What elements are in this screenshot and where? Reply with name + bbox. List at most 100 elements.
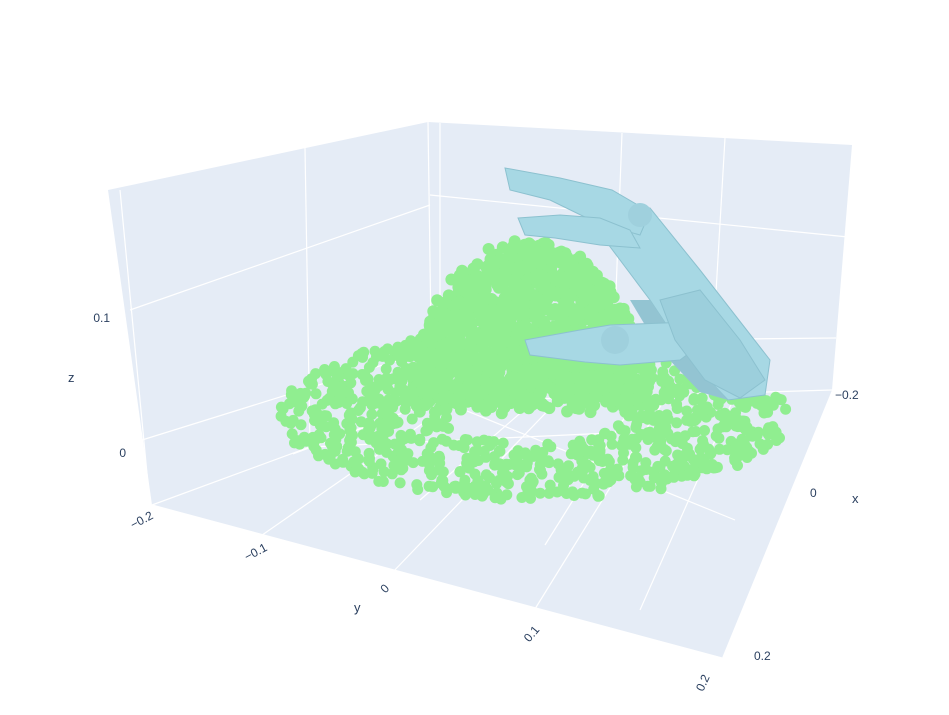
cloud-point [511,329,523,342]
cloud-point [525,492,536,504]
cloud-point [538,271,551,284]
cloud-point [428,367,441,380]
cloud-point [708,462,720,474]
cloud-point [733,397,745,409]
cloud-point [496,257,509,270]
cloud-point [636,465,648,477]
cloud-point [609,392,622,404]
cloud-point [569,371,582,384]
cloud-point [373,393,385,405]
cloud-point [599,427,611,439]
cloud-point [483,346,495,359]
cloud-point [416,354,429,367]
cloud-point [387,418,399,430]
cloud-point [523,237,536,250]
cloud-point [424,321,437,334]
cloud-point [537,369,550,382]
cloud-point [392,366,404,378]
cloud-point [497,352,509,364]
point-cloud [275,235,792,505]
cloud-point [653,410,665,421]
cloud-point [346,393,358,405]
cloud-point [669,365,680,377]
cloud-point [563,460,574,472]
cloud-point [519,352,532,365]
y-tick-label: 0.2 [693,672,713,693]
cloud-point [378,466,390,478]
cloud-point [565,276,578,289]
cloud-point [395,429,407,441]
x-tick-label: 0.2 [754,649,771,663]
cloud-point [349,446,361,458]
cloud-point [542,438,554,450]
cloud-point [582,283,595,296]
cloud-point [405,335,417,347]
cloud-point [469,446,481,458]
cloud-point [517,304,530,317]
cloud-point [341,445,353,457]
cloud-point [499,275,512,287]
cloud-point [580,488,591,500]
cloud-point [287,414,299,426]
y-axis-title: y [354,600,361,615]
cloud-point [661,473,673,485]
cloud-point [582,397,594,410]
cloud-point [344,434,356,446]
cloud-point [644,480,656,492]
cloud-point [377,378,389,390]
cloud-point [612,373,624,386]
cloud-point [366,408,378,420]
cloud-point [381,446,393,458]
cloud-point [635,429,647,440]
cloud-point [428,378,441,391]
cloud-point [721,444,733,456]
z-tick-label: 0 [119,446,126,460]
cloud-point [541,247,554,260]
cloud-point [603,280,616,293]
cloud-point [671,458,683,470]
cloud-point [451,377,464,390]
cloud-point [513,467,525,479]
cloud-point [524,379,537,392]
cloud-point [480,469,492,481]
cloud-point [627,462,639,474]
cloud-point [437,475,449,487]
cloud-point [538,399,551,412]
cloud-point [528,393,541,406]
cloud-point [321,410,332,422]
cloud-point [606,438,618,450]
cloud-point [713,432,725,444]
cloud-point [658,443,670,455]
cloud-point [533,378,546,391]
cloud-point [631,419,643,431]
cloud-point [623,435,635,447]
cloud-point [564,393,577,406]
cloud-point [513,402,526,414]
cloud-point [414,435,426,447]
cloud-point [603,470,615,482]
cloud-point [306,405,318,417]
cloud-point [521,288,534,301]
cloud-point [553,471,565,483]
cloud-point [502,383,515,396]
cloud-point [563,381,576,394]
cloud-point [388,460,400,471]
cloud-point [655,483,667,495]
cloud-point [558,361,571,374]
cloud-point [612,307,625,320]
cloud-point [531,248,544,261]
cloud-point [482,243,495,255]
cloud-point [454,466,466,477]
cloud-point [649,444,661,456]
cloud-point [402,448,414,460]
cloud-point [436,433,448,445]
cloud-point [485,266,498,279]
cloud-point [729,438,741,450]
cloud-point [573,304,585,317]
cloud-point [696,392,708,404]
cloud-point [504,397,517,410]
cloud-point [560,250,573,263]
cloud-point [299,389,311,401]
cloud-point [471,269,484,282]
